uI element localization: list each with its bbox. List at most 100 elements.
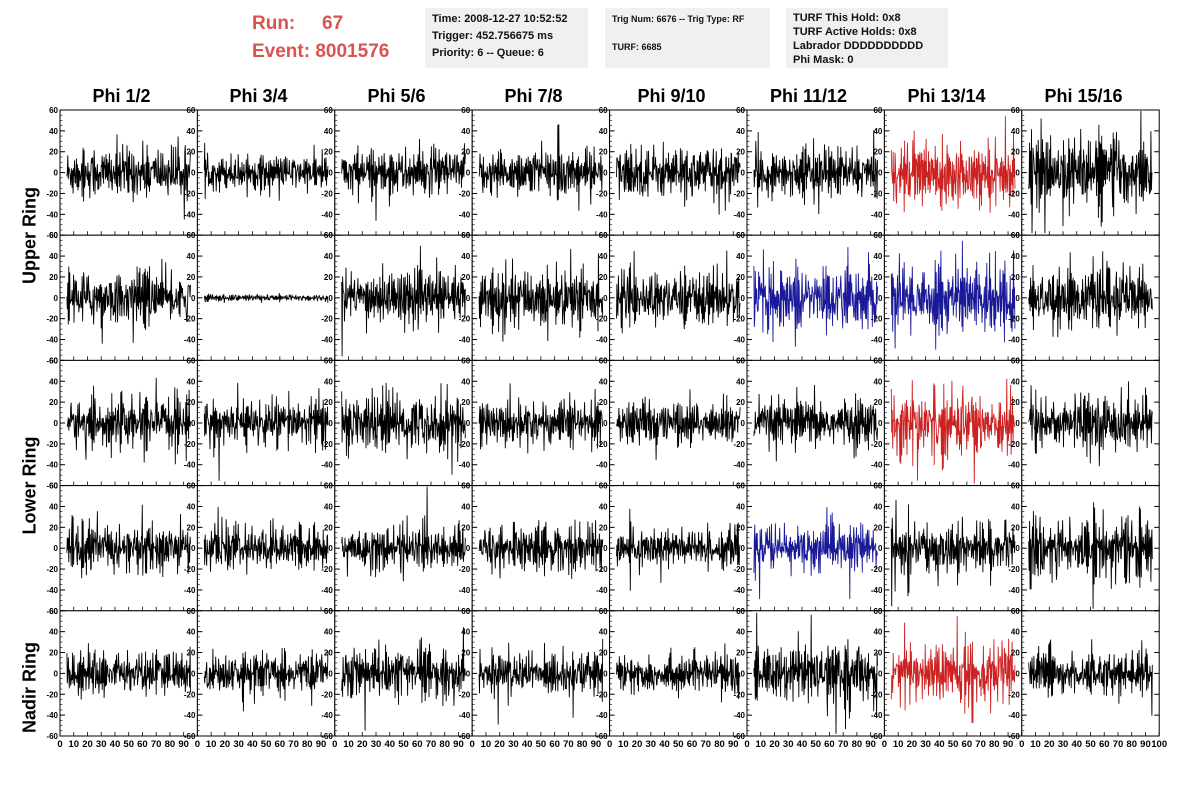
y-tick-label: -20	[46, 189, 58, 198]
panel-frame	[1021, 234, 1160, 361]
y-tick-label: 60	[873, 356, 882, 365]
column-label-phi-1-2: Phi 1/2	[92, 86, 151, 106]
x-tick-label: 20	[907, 739, 918, 750]
y-tick-label: -40	[46, 711, 58, 720]
y-tick-label: 60	[873, 607, 882, 616]
labrador-text: Labrador DDDDDDDDDD	[793, 40, 924, 52]
waveform-trace	[203, 506, 329, 575]
waveform-trace	[203, 292, 329, 303]
y-tick-label: -20	[321, 690, 333, 699]
y-tick-label: -60	[46, 356, 58, 365]
y-tick-label: 20	[186, 523, 195, 532]
y-tick-label: 60	[49, 106, 58, 115]
y-tick-label: 40	[324, 377, 333, 386]
y-tick-label: -20	[459, 189, 471, 198]
turf-text: TURF: 6685	[612, 42, 662, 52]
y-tick-label: -20	[871, 565, 883, 574]
y-tick-label: -60	[46, 607, 58, 616]
y-tick-label: -20	[596, 189, 608, 198]
x-tick-label: 10	[893, 739, 904, 750]
y-tick-label: -20	[459, 690, 471, 699]
y-tick-label: -20	[184, 189, 196, 198]
y-tick-label: 20	[736, 398, 745, 407]
y-tick-label: 0	[1015, 169, 1020, 178]
y-tick-label: 60	[1011, 356, 1020, 365]
y-tick-label: -20	[871, 690, 883, 699]
run-event-box: Run: 67 Event: 8001576	[252, 10, 389, 66]
y-tick-label: 60	[49, 607, 58, 616]
x-tick-label: 80	[852, 739, 863, 750]
column-label-phi-13-14: Phi 13/14	[907, 86, 986, 106]
y-tick-label: -40	[321, 461, 333, 470]
y-tick-label: -40	[46, 586, 58, 595]
waveform-trace	[616, 141, 741, 215]
y-tick-label: -40	[733, 336, 745, 345]
x-tick-label: 70	[1113, 739, 1124, 750]
y-tick-label: 20	[324, 398, 333, 407]
y-tick-label: 0	[603, 169, 608, 178]
column-label-phi-15-16: Phi 15/16	[1044, 86, 1123, 106]
y-tick-label: 0	[466, 419, 471, 428]
y-tick-label: 60	[324, 231, 333, 240]
y-tick-label: -40	[46, 336, 58, 345]
y-tick-label: 20	[461, 523, 470, 532]
y-tick-label: 0	[741, 669, 746, 678]
waveform-trace	[66, 258, 191, 344]
y-tick-label: 60	[186, 482, 195, 491]
y-tick-label: 0	[741, 419, 746, 428]
waveform-trace	[66, 643, 191, 700]
y-tick-label: -40	[871, 711, 883, 720]
y-tick-label: 40	[599, 502, 608, 511]
waveform-trace	[66, 134, 191, 220]
y-tick-label: -20	[321, 440, 333, 449]
y-tick-label: -20	[46, 565, 58, 574]
y-tick-label: -20	[1008, 565, 1020, 574]
waveform-trace	[341, 486, 466, 582]
y-tick-label: 0	[466, 669, 471, 678]
waveform-trace	[1028, 639, 1153, 716]
y-tick-label: -40	[596, 461, 608, 470]
y-tick-label: 20	[599, 398, 608, 407]
y-tick-label: 40	[49, 127, 58, 136]
waveform-trace	[890, 499, 1016, 607]
x-tick-label: 30	[233, 739, 244, 750]
x-tick-label: 40	[110, 739, 121, 750]
y-tick-label: 0	[191, 544, 196, 553]
x-tick-label: 20	[494, 739, 505, 750]
y-tick-label: 0	[54, 169, 59, 178]
x-tick-label: 50	[948, 739, 959, 750]
waveform-trace	[1028, 502, 1153, 609]
y-tick-label: -40	[871, 586, 883, 595]
x-tick-label: 80	[1126, 739, 1137, 750]
y-tick-label: 40	[461, 502, 470, 511]
waveform-trace	[478, 638, 604, 725]
y-tick-label: -60	[321, 732, 333, 741]
y-tick-label: -20	[184, 690, 196, 699]
waveform-trace	[616, 250, 741, 334]
y-tick-label: 0	[54, 419, 59, 428]
y-tick-label: 60	[186, 607, 195, 616]
y-tick-label: -40	[459, 586, 471, 595]
x-tick-label: 20	[82, 739, 93, 750]
x-tick-label: 10	[1030, 739, 1041, 750]
y-tick-label: 0	[54, 544, 59, 553]
turf-active-text: TURF Active Holds: 0x8	[793, 26, 917, 38]
y-tick-label: 20	[1011, 148, 1020, 157]
y-tick-label: -40	[871, 336, 883, 345]
y-tick-label: 0	[1015, 669, 1020, 678]
x-tick-label: 80	[577, 739, 588, 750]
y-tick-label: -20	[46, 440, 58, 449]
x-tick-label: 80	[989, 739, 1000, 750]
y-tick-label: 20	[1011, 273, 1020, 282]
y-tick-label: 0	[191, 419, 196, 428]
y-tick-label: -40	[1008, 711, 1020, 720]
y-tick-label: -40	[1008, 336, 1020, 345]
x-tick-label: 30	[96, 739, 107, 750]
y-tick-label: -40	[733, 711, 745, 720]
y-tick-label: -60	[46, 482, 58, 491]
run-label: Run:	[252, 13, 296, 34]
y-tick-label: 0	[603, 544, 608, 553]
waveform-trace	[890, 116, 1016, 213]
x-tick-label: 30	[371, 739, 382, 750]
x-tick-label: 90	[1140, 739, 1151, 750]
